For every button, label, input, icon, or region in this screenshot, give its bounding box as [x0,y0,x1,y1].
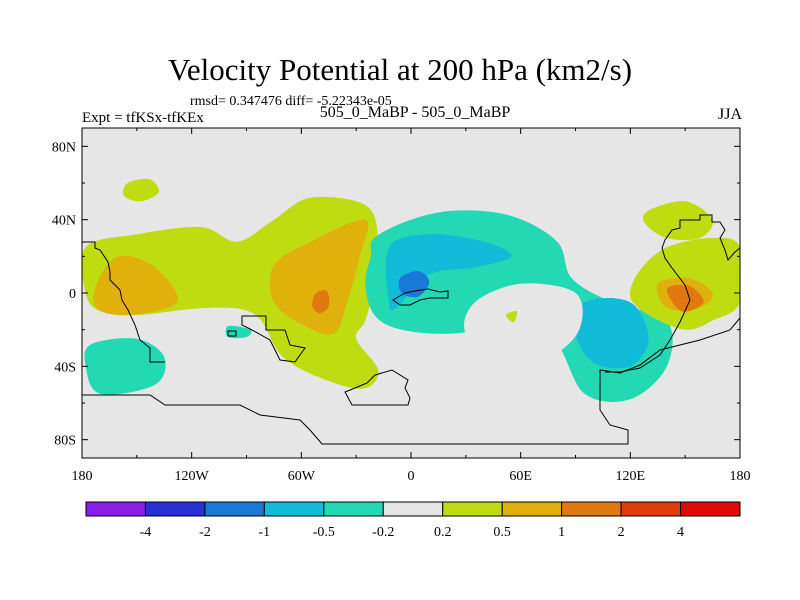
colorbar-swatch-6 [442,501,503,517]
experiment-label: Expt = tfKSx-tfKEx [82,110,204,126]
colorbar-label-0: -4 [140,525,152,540]
contour-region-13 [642,201,714,241]
coastline-south-america [241,315,306,363]
colorbar-label-6: 0.5 [493,525,511,540]
x-tick-label-5: 120E [616,469,646,484]
x-tick-label-2: 60W [288,469,316,484]
contour-region-11 [84,338,166,395]
colorbar-swatch-4 [323,501,384,517]
y-tick-label-2: 0 [69,287,76,302]
colorbar-swatch-10 [680,501,741,517]
colorbar-swatch-7 [501,501,563,517]
coastline-africa [344,369,411,406]
x-tick-label-1: 120W [175,469,210,484]
contour-region-0 [123,178,160,202]
x-tick-label-3: 0 [408,469,415,484]
contour-region-4 [312,290,330,314]
coastline-australia [605,214,740,373]
colorbar-swatch-2 [204,501,265,517]
colorbar-label-9: 4 [677,525,684,540]
y-tick-label-1: 40N [52,214,76,229]
colorbar-swatch-9 [620,501,682,517]
colorbar-swatch-0 [85,501,146,517]
contour-region-16 [666,284,704,312]
colorbar-label-4: -0.2 [372,525,394,540]
contour-region-12 [225,325,252,339]
contour-region-6 [385,234,512,311]
colorbar-label-1: -2 [199,525,211,540]
coastline-pacific-island [227,330,237,337]
x-tick-label-6: 180 [730,469,751,484]
contour-region-8 [398,270,430,298]
colorbar-swatch-8 [561,501,622,517]
y-tick-label-3: 40S [54,360,76,375]
contour-region-7 [574,297,649,369]
colorbar-label-3: -0.5 [313,525,335,540]
x-tick-label-0: 180 [72,469,93,484]
colorbar-label-7: 1 [558,525,565,540]
colorbar-swatch-1 [144,501,206,517]
coastline-west-edge [82,241,165,363]
chart-title: Velocity Potential at 200 hPa (km2/s) [167,52,633,87]
coastline-antarctica [82,317,740,445]
x-tick-label-4: 60E [509,469,532,484]
colorbar-swatch-3 [263,501,325,517]
contour-region-2 [93,255,178,316]
coastline-layer [82,214,740,445]
colorbar-label-8: 2 [618,525,625,540]
season-label: JJA [717,106,742,123]
colorbar: -4 -2 -1 -0.5 -0.2 0.2 0.5 1 2 4 [85,501,741,540]
contour-layer [82,178,740,403]
case-label: 505_0_MaBP - 505_0_MaBP [319,104,511,121]
axis-layer: 180 120W 60W 0 60E 120E 180 80N 40N 0 40S 80S [52,128,751,484]
contour-region-9 [464,283,583,361]
coastline-maritime-continent [392,288,449,306]
contour-region-10 [505,311,518,323]
y-tick-label-4: 80S [54,434,76,449]
rmsd-diff-stats: rmsd= 0.347476 diff= -5.22343e-05 [190,94,392,109]
contour-region-3 [269,219,369,335]
colorbar-swatch-5 [382,501,444,517]
y-tick-label-0: 80N [52,140,76,155]
colorbar-label-5: 0.2 [434,525,452,540]
colorbar-label-2: -1 [259,525,271,540]
